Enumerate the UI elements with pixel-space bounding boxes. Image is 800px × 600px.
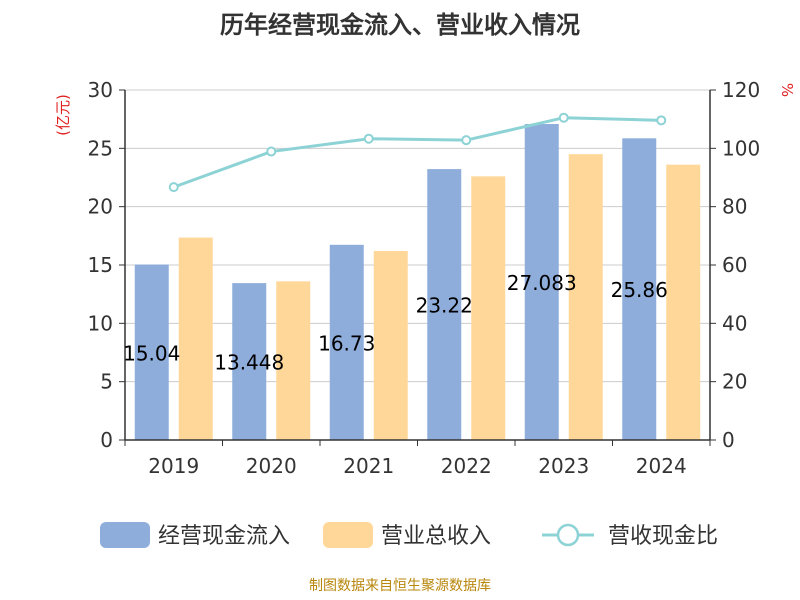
right-tick-label: 0	[722, 428, 735, 452]
data-label: 13.448	[214, 351, 284, 375]
bar-cash-inflow	[329, 244, 364, 440]
ratio-point	[558, 112, 569, 123]
right-axis-unit: %	[778, 83, 796, 97]
left-tick-label: 5	[100, 370, 113, 394]
right-tick-label: 80	[722, 195, 747, 219]
ratio-point	[363, 133, 374, 144]
data-label: 23.22	[416, 294, 473, 318]
right-tick-label: 20	[722, 370, 747, 394]
ratio-point	[656, 115, 667, 126]
legend-label: 经营现金流入	[158, 524, 290, 549]
x-tick-label: 2019	[148, 454, 199, 478]
grid-lines	[125, 89, 710, 383]
ratio-point	[461, 135, 472, 146]
bar-cash-inflow	[134, 264, 169, 440]
left-tick-label: 15	[88, 253, 113, 277]
axes: 0 5 10 15 20 25 30 0 20 40 60 80 100 120 2019 2020 2021 2…	[88, 78, 761, 478]
bar-revenue	[373, 251, 408, 440]
legend: 经营现金流入 营业总收入 营收现金比	[100, 522, 718, 549]
x-tick-label: 2022	[441, 454, 492, 478]
bar-revenue	[276, 281, 311, 440]
left-tick-label: 25	[88, 136, 113, 160]
data-label: 25.86	[611, 278, 668, 302]
legend-label: 营业总收入	[381, 524, 491, 549]
x-tick-label: 2023	[538, 454, 589, 478]
bar-cash-inflow	[524, 124, 559, 440]
legend-swatch	[100, 522, 150, 548]
source-note: 制图数据来自恒生聚源数据库	[309, 578, 491, 594]
left-axis-unit: (亿元)	[54, 94, 72, 136]
data-label: 15.04	[123, 341, 180, 365]
legend-swatch-marker	[556, 523, 580, 547]
bar-revenue	[471, 176, 506, 441]
legend-label: 营收现金比	[608, 524, 718, 549]
left-tick-label: 10	[88, 311, 113, 335]
data-label: 27.083	[507, 271, 577, 295]
bar-cash-inflow	[427, 169, 462, 440]
right-tick-label: 100	[722, 136, 760, 160]
x-tick-label: 2020	[246, 454, 297, 478]
ratio-point	[168, 182, 179, 193]
right-tick-label: 60	[722, 253, 747, 277]
x-tick-label: 2021	[343, 454, 394, 478]
legend-swatch	[323, 522, 373, 548]
bars	[134, 124, 701, 441]
bar-cash-inflow	[622, 138, 657, 441]
chart-title: 历年经营现金流入、营业收入情况	[220, 11, 580, 39]
right-tick-label: 120	[722, 78, 760, 102]
left-tick-label: 0	[100, 428, 113, 452]
left-tick-label: 20	[88, 195, 113, 219]
x-tick-label: 2024	[636, 454, 687, 478]
bar-cash-inflow	[232, 283, 267, 440]
ratio-line-path	[173, 116, 662, 189]
bar-revenue	[666, 164, 701, 440]
bar-revenue	[178, 237, 213, 440]
right-tick-label: 40	[722, 311, 747, 335]
bar-revenue	[568, 154, 603, 440]
ratio-point	[266, 146, 277, 157]
ratio-line	[168, 112, 667, 193]
data-label: 16.73	[318, 331, 375, 355]
left-tick-label: 30	[88, 78, 113, 102]
data-labels: 15.04 13.448 16.73 23.22 27.083 25.86	[123, 271, 668, 375]
